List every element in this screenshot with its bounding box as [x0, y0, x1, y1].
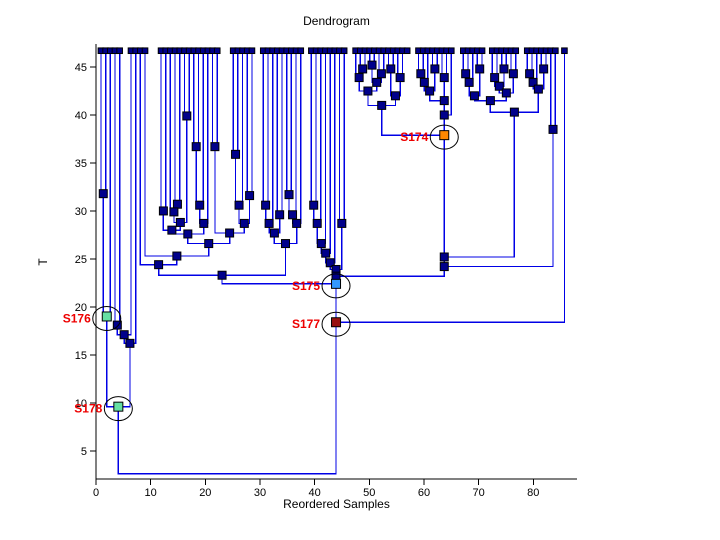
- tick-labels: 0 10 20 30 40 50 60 70 80 5 10 15 20 25 30 35 40 45: [75, 62, 540, 499]
- x-tick-label: 10: [145, 487, 157, 499]
- y-tick-label: 15: [75, 350, 87, 362]
- x-tick-label: 70: [472, 487, 484, 499]
- y-tick-label: 45: [75, 62, 87, 74]
- x-tick-label: 40: [309, 487, 321, 499]
- x-tick-label: 80: [527, 487, 539, 499]
- y-tick-label: 25: [75, 254, 87, 266]
- highlight-label: S174: [400, 130, 428, 144]
- y-tick-label: 30: [75, 206, 87, 218]
- highlight-label: S178: [74, 402, 102, 416]
- highlight-ring: [321, 273, 351, 299]
- y-tick-label: 35: [75, 158, 87, 170]
- highlight-marker: [331, 278, 342, 289]
- highlight-marker: [331, 317, 342, 328]
- highlight-s177: S177: [292, 311, 351, 337]
- highlight-label: S175: [292, 279, 320, 293]
- x-tick-label: 60: [418, 487, 430, 499]
- highlight-ring: [103, 396, 133, 422]
- y-tick-label: 20: [75, 302, 87, 314]
- x-tick-label: 0: [93, 487, 99, 499]
- highlight-s178: S178: [74, 396, 133, 422]
- x-tick-label: 30: [254, 487, 266, 499]
- highlight-marker: [439, 130, 450, 141]
- x-axis-label: Reordered Samples: [283, 497, 390, 511]
- chart-title: Dendrogram: [303, 14, 370, 28]
- highlight-ring: [429, 124, 459, 150]
- highlight-s175: S175: [292, 273, 351, 299]
- x-tick-label: 20: [199, 487, 211, 499]
- highlight-ring: [92, 305, 122, 331]
- highlight-s174: S174: [400, 124, 459, 150]
- y-tick-label: 40: [75, 110, 87, 122]
- axes: [90, 44, 577, 485]
- highlight-marker: [101, 311, 112, 322]
- highlight-label: S176: [63, 311, 91, 325]
- highlight-marker: [113, 401, 124, 412]
- x-tick-label: 50: [363, 487, 375, 499]
- y-tick-label: 10: [75, 398, 87, 410]
- node-markers: [97, 47, 568, 412]
- highlight-s176: S176: [63, 305, 122, 331]
- highlight-label: S177: [292, 317, 320, 331]
- y-tick-label: 5: [81, 446, 87, 458]
- highlight-ring: [321, 311, 351, 337]
